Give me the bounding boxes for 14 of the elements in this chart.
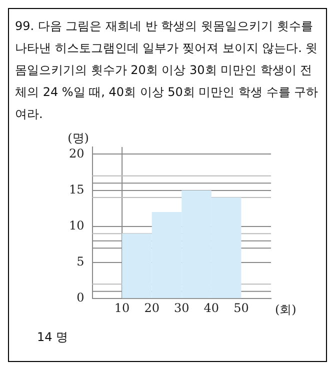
y-tick-label: 10	[68, 218, 84, 233]
y-axis-title: (명)	[68, 131, 89, 146]
x-axis-title: (회)	[275, 302, 296, 317]
y-tick-label: 15	[68, 182, 84, 196]
chart-title: 99. 다음 그림은 재희네 반 학생의 윗몸일으키기 횟수를 나타낸 히스토그램인데 일부가 찢어져 보이지 않는다. 윗몸일으키기의 횟수가 20회 이상 30회 미만인 학생이 전체의 24 %일 때, 40회 이상 50회 미만인 학생 수를 구하여라.	[14, 18, 320, 123]
x-tick-label: 20	[144, 300, 160, 315]
x-tick-label: 30	[174, 300, 190, 315]
x-tick-label: 10	[114, 300, 130, 315]
x-tick-label: 50	[234, 300, 249, 315]
y-tick-label: 5	[76, 254, 84, 269]
y-tick-label: 20	[68, 146, 84, 160]
text: 14 명	[37, 329, 70, 346]
y-tick-label: 0	[76, 290, 84, 305]
x-tick-label: 40	[204, 300, 220, 315]
